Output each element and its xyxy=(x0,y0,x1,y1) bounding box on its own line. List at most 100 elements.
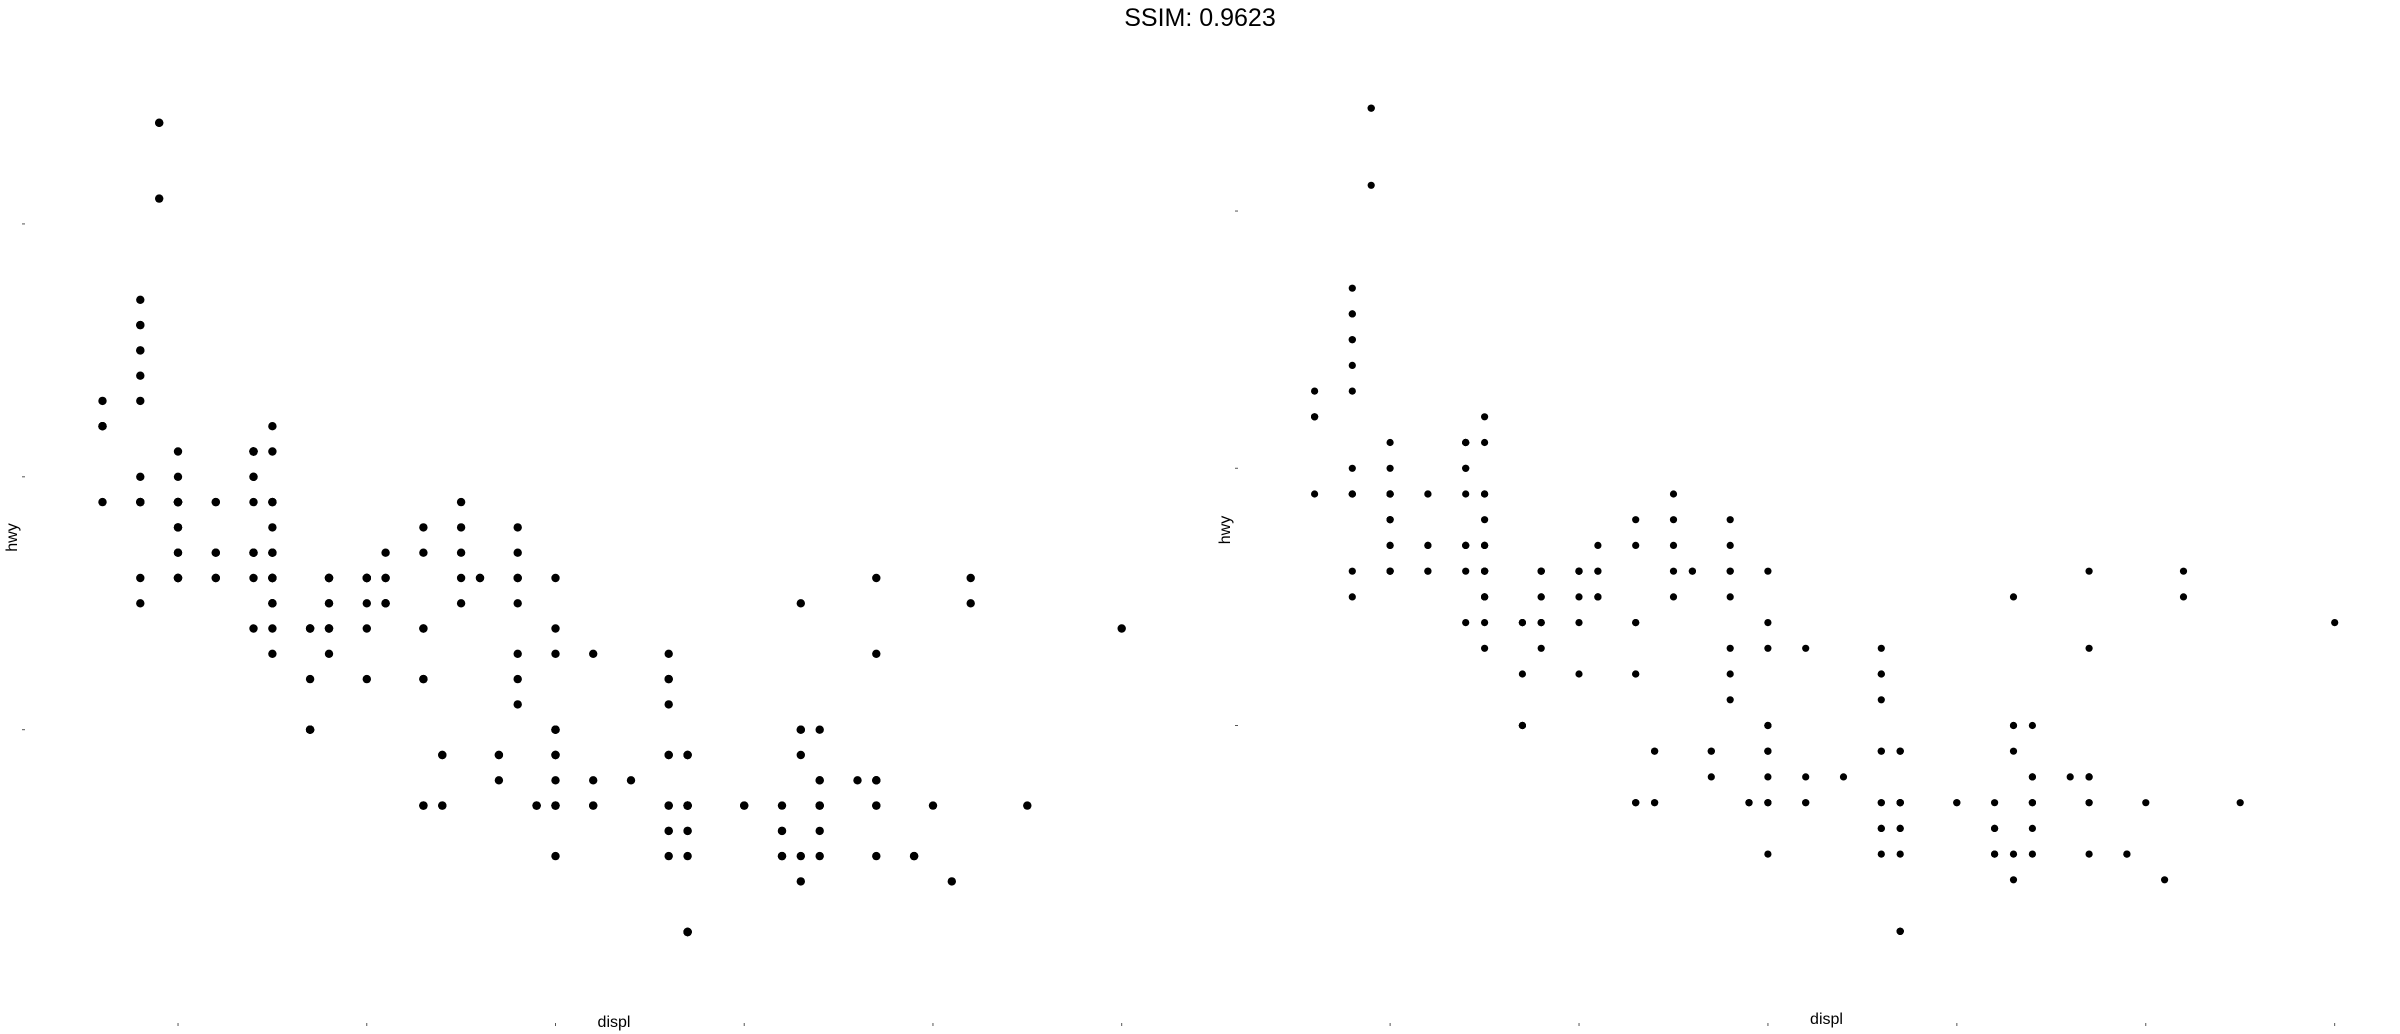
data-point xyxy=(1669,567,1678,575)
data-point xyxy=(1896,824,1904,833)
data-point xyxy=(2236,799,2244,807)
data-point xyxy=(419,674,428,684)
data-point xyxy=(551,649,560,658)
data-point xyxy=(268,649,277,658)
data-point xyxy=(268,422,277,431)
data-point xyxy=(1877,644,1885,652)
data-point xyxy=(438,801,447,810)
data-point xyxy=(1839,773,1848,781)
data-point xyxy=(1575,593,1583,601)
data-point xyxy=(2066,773,2074,781)
scatter-panel-right: displ hwy xyxy=(1217,104,2339,1028)
data-point xyxy=(815,725,824,734)
data-point xyxy=(2028,850,2036,858)
data-point xyxy=(362,573,371,583)
data-point xyxy=(1632,541,1640,550)
data-point xyxy=(872,649,881,658)
data-point xyxy=(551,776,560,785)
data-point xyxy=(1669,490,1678,498)
data-point xyxy=(324,599,334,608)
data-point xyxy=(1348,464,1356,472)
data-point xyxy=(1386,490,1394,498)
data-point xyxy=(2085,644,2093,652)
data-point xyxy=(1651,747,1659,755)
data-point xyxy=(815,851,824,861)
data-point xyxy=(1594,593,1602,601)
data-point xyxy=(513,674,522,684)
data-point xyxy=(664,750,673,760)
data-point xyxy=(362,599,371,608)
data-point xyxy=(268,497,277,507)
data-point xyxy=(1462,567,1470,575)
data-point xyxy=(456,573,466,583)
data-point xyxy=(305,674,315,684)
data-point xyxy=(456,599,466,608)
data-point xyxy=(249,472,258,481)
data-point xyxy=(1537,619,1545,627)
data-point xyxy=(1575,670,1583,678)
data-point xyxy=(249,573,258,583)
data-point xyxy=(268,523,277,532)
data-point xyxy=(777,801,787,810)
data-point xyxy=(268,624,277,633)
data-point xyxy=(1991,824,1999,833)
data-point xyxy=(1877,747,1885,755)
data-point xyxy=(1311,413,1319,421)
data-point xyxy=(589,801,598,810)
data-point xyxy=(551,801,560,810)
data-point xyxy=(1896,799,1904,807)
data-point xyxy=(173,548,183,557)
data-point xyxy=(796,599,805,608)
data-point xyxy=(551,725,560,734)
data-point xyxy=(136,346,145,355)
data-point xyxy=(815,826,824,836)
data-point xyxy=(381,548,390,557)
data-point xyxy=(551,750,560,760)
data-point xyxy=(268,548,277,557)
data-point xyxy=(513,573,522,583)
data-point xyxy=(98,497,107,507)
data-point xyxy=(796,851,805,861)
data-point xyxy=(1575,567,1583,575)
data-point xyxy=(796,750,805,760)
data-point xyxy=(1991,799,1999,807)
data-point xyxy=(381,573,390,583)
data-point xyxy=(2009,850,2018,858)
data-point xyxy=(1311,387,1319,395)
data-point xyxy=(249,497,258,507)
data-point xyxy=(1348,387,1356,395)
data-point xyxy=(268,573,277,583)
data-point xyxy=(1726,541,1734,550)
data-point xyxy=(456,497,466,507)
data-point xyxy=(1632,619,1640,627)
data-point xyxy=(173,447,183,456)
data-point xyxy=(173,472,183,481)
data-point xyxy=(211,573,220,583)
data-point xyxy=(1726,593,1734,601)
data-point xyxy=(1481,619,1489,627)
data-point xyxy=(1877,799,1885,807)
data-point xyxy=(1367,181,1375,189)
data-point xyxy=(136,371,145,380)
data-point xyxy=(664,826,673,836)
data-point xyxy=(155,118,164,128)
data-point xyxy=(1386,567,1394,575)
data-point xyxy=(2085,799,2093,807)
data-point xyxy=(664,801,673,810)
data-point xyxy=(1632,516,1640,524)
data-point xyxy=(2009,721,2018,730)
data-point xyxy=(815,776,824,785)
data-point xyxy=(683,801,692,810)
data-point xyxy=(381,599,390,608)
data-point xyxy=(1991,850,1999,858)
data-point xyxy=(1877,824,1885,833)
data-point xyxy=(456,523,466,532)
data-point xyxy=(740,801,749,810)
data-point xyxy=(173,523,183,532)
data-point xyxy=(1481,644,1489,652)
data-point xyxy=(1896,850,1904,858)
data-point xyxy=(1481,516,1489,524)
data-point xyxy=(664,649,673,658)
data-point xyxy=(1424,567,1432,575)
data-point xyxy=(872,851,881,861)
